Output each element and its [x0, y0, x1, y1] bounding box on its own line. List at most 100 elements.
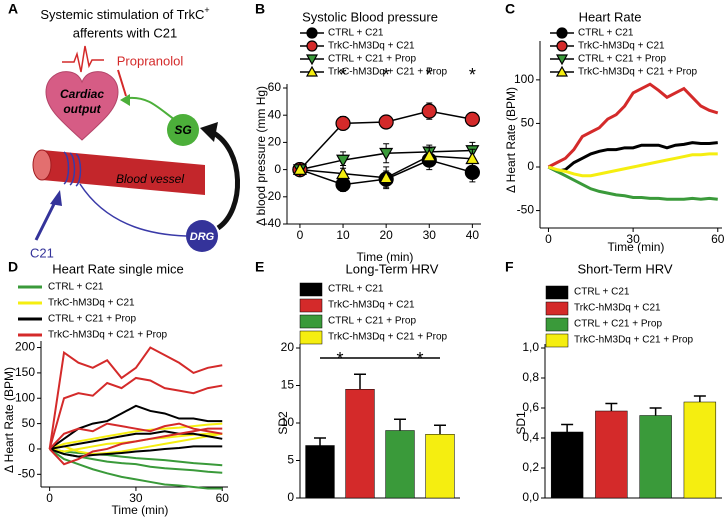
- series-line: [548, 152, 718, 178]
- sg-node: [167, 114, 199, 146]
- x-axis-label: Time (min): [608, 240, 665, 254]
- panel-letter: A: [8, 1, 18, 17]
- panel-e: E Long-Term HRV 0 5 10 15 20 SD2 CTRL + C21 TrkC-…: [255, 259, 460, 504]
- x-tick-label: 0: [545, 232, 552, 246]
- y-tick-label: 0,0: [522, 490, 539, 504]
- drg-node: [186, 220, 218, 252]
- bar: [595, 410, 628, 499]
- legend-label: TrkC-hM3Dq + C21: [328, 41, 415, 52]
- legend-swatch: [545, 301, 569, 316]
- legend-label: CTRL + C21 + Prop: [328, 316, 416, 327]
- panel-c: C Heart Rate -50 0 50 100 0 30 60 Time (min) Δ Hea…: [504, 1, 725, 254]
- legend-label: CTRL + C21: [574, 287, 630, 298]
- y-tick-label: 60: [268, 80, 282, 94]
- panel-letter: C: [505, 1, 515, 17]
- legend-swatch: [545, 285, 569, 300]
- marker: [379, 147, 394, 161]
- y-tick-label: 1,0: [522, 340, 539, 354]
- chart-title: Heart Rate: [579, 9, 642, 24]
- drug-label: Propranolol: [117, 53, 184, 68]
- terminal: [120, 94, 130, 106]
- vessel: [42, 150, 205, 195]
- marker: [335, 115, 351, 131]
- legend-label: CTRL + C21: [328, 284, 384, 295]
- marker: [379, 170, 394, 184]
- error-bar: [561, 423, 574, 432]
- mouse-line: [48, 422, 223, 450]
- legend-label: CTRL + C21: [328, 28, 384, 39]
- heart: [45, 71, 119, 141]
- y-axis-label: Δ Heart Rate (BPM): [2, 367, 16, 473]
- error-bar: [434, 424, 446, 435]
- y-tick-label: 50: [521, 116, 535, 130]
- x-tick-label: 30: [423, 228, 437, 242]
- vessel-end: [32, 149, 52, 181]
- chart-title: Long-Term HRV: [346, 261, 439, 276]
- bar: [305, 445, 335, 499]
- bar: [683, 401, 717, 499]
- x-tick-label: 0: [297, 228, 304, 242]
- marker: [336, 154, 351, 168]
- y-tick-label: 0,8: [522, 370, 539, 384]
- drg-label: DRG: [190, 231, 215, 243]
- y-tick-label: 20: [268, 135, 282, 149]
- series-line: [547, 165, 718, 201]
- legend-label: CTRL + C21: [578, 28, 634, 39]
- x-tick-label: 60: [216, 491, 230, 505]
- arrowhead: [50, 190, 62, 206]
- legend-label: CTRL + C21: [48, 282, 104, 293]
- inhibitor: [117, 69, 127, 97]
- legend-label: TrkC-hM3Dq + C21: [574, 303, 661, 314]
- error-bar: [354, 373, 366, 390]
- legend-swatch: [545, 317, 569, 332]
- heart-label: output: [63, 102, 101, 116]
- y-tick-label: 0: [274, 162, 281, 176]
- bar: [345, 389, 375, 499]
- marker: [336, 166, 351, 180]
- reflex-arrow: [210, 129, 240, 231]
- y-tick-label: -50: [18, 466, 36, 480]
- significance: *: [416, 349, 423, 369]
- mouse-line: [49, 445, 223, 458]
- y-tick-label: 10: [281, 415, 295, 429]
- x-tick-label: 30: [626, 232, 640, 246]
- legend-swatch: [299, 298, 323, 313]
- legend-label: CTRL + C21 + Prop: [48, 314, 136, 325]
- marker: [465, 151, 480, 165]
- marker: [306, 40, 318, 52]
- x-tick-label: 0: [46, 491, 53, 505]
- panel-letter: D: [8, 259, 18, 275]
- series-line: [547, 141, 718, 173]
- legend-label: CTRL + C21 + Prop: [328, 54, 416, 65]
- title-sup: +: [204, 5, 209, 15]
- panel-letter: B: [255, 1, 265, 17]
- panel-letter: F: [505, 259, 514, 275]
- marker: [421, 103, 437, 119]
- y-tick-label: -40: [264, 216, 282, 230]
- c21-arrow: [34, 199, 58, 241]
- marker: [378, 114, 394, 130]
- legend-label: TrkC-hM3Dq + C21: [328, 300, 415, 311]
- y-tick-label: 20: [281, 340, 295, 354]
- sg-label: SG: [174, 123, 191, 137]
- mouse-line: [49, 422, 223, 450]
- x-tick-label: 30: [129, 491, 143, 505]
- legend-label: TrkC-hM3Dq + C21 + Prop: [48, 330, 168, 341]
- significance: *: [383, 65, 390, 85]
- panel-letter: E: [255, 259, 264, 275]
- y-tick-label: 0,2: [522, 460, 539, 474]
- error-bar: [649, 407, 662, 416]
- legend-swatch: [299, 330, 323, 345]
- sympathetic-nerve: [127, 96, 179, 123]
- y-tick-label: 200: [15, 340, 35, 354]
- error-bar: [605, 402, 618, 411]
- marker: [556, 27, 568, 39]
- panel-f: F Short-Term HRV 0,0 0,2 0,4 0,6 0,8 1,0 SD1 CTRL…: [505, 259, 722, 504]
- y-tick-label: 0: [28, 441, 35, 455]
- y-tick-label: 50: [22, 416, 36, 430]
- y-tick-label: -20: [264, 189, 282, 203]
- legend-label: TrkC-hM3Dq + C21: [48, 298, 135, 309]
- y-axis-label: SD1: [514, 411, 528, 435]
- y-axis-label: Δ blood pressure (mm Hg): [254, 86, 268, 226]
- marker: [555, 65, 569, 77]
